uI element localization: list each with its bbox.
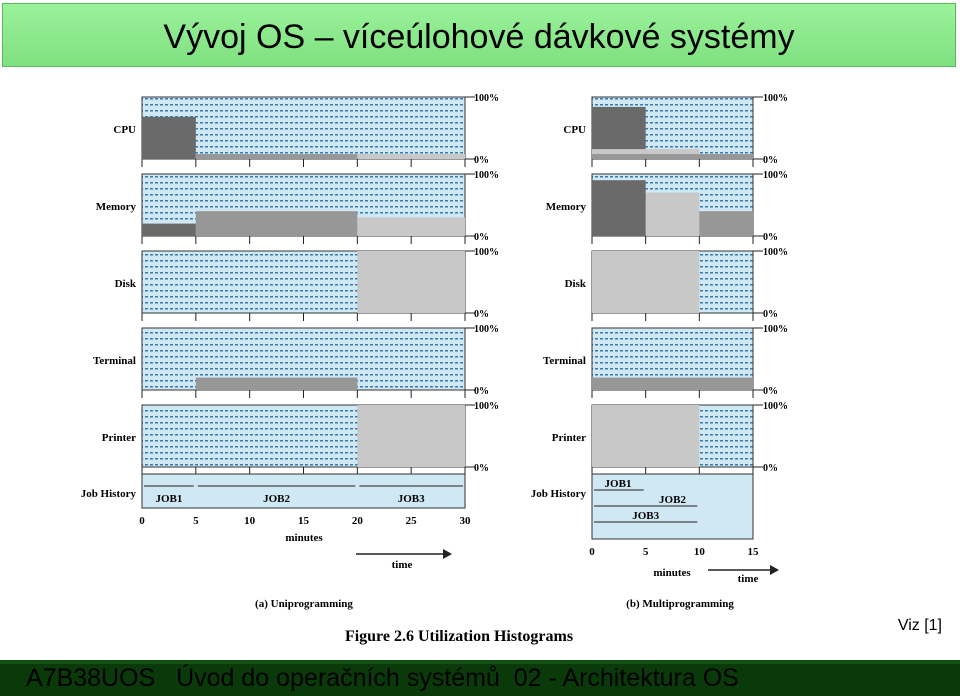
uni-bar-cpu-1: [195, 154, 358, 159]
multi-pct-top-0: 100%: [763, 93, 788, 104]
multi-bar-memory-2: [592, 180, 646, 236]
uni-axis-label-5: 25: [406, 515, 418, 527]
footer-bar: [0, 660, 960, 696]
multi-pct-top-2: 100%: [763, 247, 788, 258]
multi-bar-cpu-2: [592, 154, 753, 159]
multi-label-memory: Memory: [546, 201, 587, 213]
uni-pct-bottom-1: 0%: [474, 232, 489, 243]
uni-pct-bottom-4: 0%: [474, 463, 489, 474]
uni-pct-top-3: 100%: [474, 324, 499, 335]
uni-pct-bottom-3: 0%: [474, 386, 489, 397]
uni-label-memory: Memory: [96, 201, 137, 213]
uni-label-terminal: Terminal: [93, 355, 136, 367]
multi-subcaption: (b) Multiprogramming: [626, 598, 734, 610]
uni-bar-cpu-2: [357, 154, 465, 159]
multi-time-label: time: [738, 573, 759, 585]
multi-label-terminal: Terminal: [543, 355, 586, 367]
uni-job-history-label: Job History: [81, 488, 137, 500]
multi-pct-bottom-0: 0%: [763, 155, 778, 166]
uni-axis-label-1: 5: [193, 515, 199, 527]
multi-pct-bottom-4: 0%: [763, 463, 778, 474]
multi-label-cpu: CPU: [563, 124, 586, 136]
multi-job-label-0: JOB1: [605, 478, 632, 490]
multi-bar-disk-0: [592, 251, 700, 313]
multi-label-printer: Printer: [552, 432, 586, 444]
uni-job-history-box: [141, 473, 466, 509]
uni-bar-cpu-0: [142, 116, 196, 159]
multi-pct-bottom-2: 0%: [763, 309, 778, 320]
uni-subcaption: (a) Uniprogramming: [255, 598, 353, 610]
uni-pct-bottom-0: 0%: [474, 155, 489, 166]
slide-title: Vývoj OS – víceúlohové dávkové systémy: [163, 18, 795, 56]
multi-minutes-label: minutes: [653, 567, 691, 579]
uni-label-cpu: CPU: [113, 124, 136, 136]
multi-axis-label-0: 0: [589, 546, 595, 558]
figure-caption: Figure 2.6 Utilization Histograms: [345, 628, 573, 645]
uni-pct-bottom-2: 0%: [474, 309, 489, 320]
reference-note: Viz [1]: [897, 617, 942, 634]
uni-axis-label-6: 30: [460, 515, 472, 527]
uni-pct-top-0: 100%: [474, 93, 499, 104]
uni-axis-label-0: 0: [139, 515, 145, 527]
title-bar: Vývoj OS – víceúlohové dávkové systémy: [2, 3, 956, 67]
multi-axis-label-1: 5: [643, 546, 649, 558]
uni-bar-disk-0: [357, 251, 465, 313]
uni-bar-printer-0: [357, 405, 465, 467]
multi-bar-printer-0: [592, 405, 700, 467]
uni-job-label-0: JOB1: [155, 493, 182, 505]
multi-label-disk: Disk: [565, 278, 587, 290]
multi-pct-top-4: 100%: [763, 401, 788, 412]
footer-text: A7B38UOS Úvod do operačních systémů 02 -…: [26, 664, 739, 692]
uni-axis-label-3: 15: [298, 515, 310, 527]
uni-minutes-label: minutes: [285, 532, 323, 544]
uni-pct-top-2: 100%: [474, 247, 499, 258]
uni-label-printer: Printer: [102, 432, 136, 444]
uni-bar-terminal-0: [195, 377, 358, 390]
uni-axis-label-2: 10: [244, 515, 256, 527]
multi-time-arrowhead: [770, 565, 779, 575]
multi-job-label-2: JOB3: [632, 510, 659, 522]
uni-label-disk: Disk: [115, 278, 137, 290]
multi-axis-label-2: 10: [694, 546, 706, 558]
multi-job-history-label: Job History: [531, 488, 587, 500]
uni-job-label-2: JOB3: [398, 493, 425, 505]
uni-time-arrowhead: [443, 549, 452, 559]
uni-axis-label-4: 20: [352, 515, 364, 527]
utilization-histograms-figure: CPU100%0%Memory100%0%Disk100%0%Terminal1…: [81, 93, 788, 645]
multi-bar-terminal-0: [592, 377, 753, 390]
multi-axis-label-3: 15: [748, 546, 760, 558]
multi-pct-top-1: 100%: [763, 170, 788, 181]
multi-pct-top-3: 100%: [763, 324, 788, 335]
uni-bar-memory-0: [142, 223, 196, 236]
uni-job-label-1: JOB2: [263, 493, 290, 505]
multi-pct-bottom-3: 0%: [763, 386, 778, 397]
multi-pct-bottom-1: 0%: [763, 232, 778, 243]
uni-pct-top-1: 100%: [474, 170, 499, 181]
uni-time-label: time: [392, 559, 413, 571]
uni-pct-top-4: 100%: [474, 401, 499, 412]
multi-job-label-1: JOB2: [659, 494, 686, 506]
uni-bar-memory-1: [195, 211, 358, 236]
uni-bar-memory-2: [357, 217, 465, 236]
